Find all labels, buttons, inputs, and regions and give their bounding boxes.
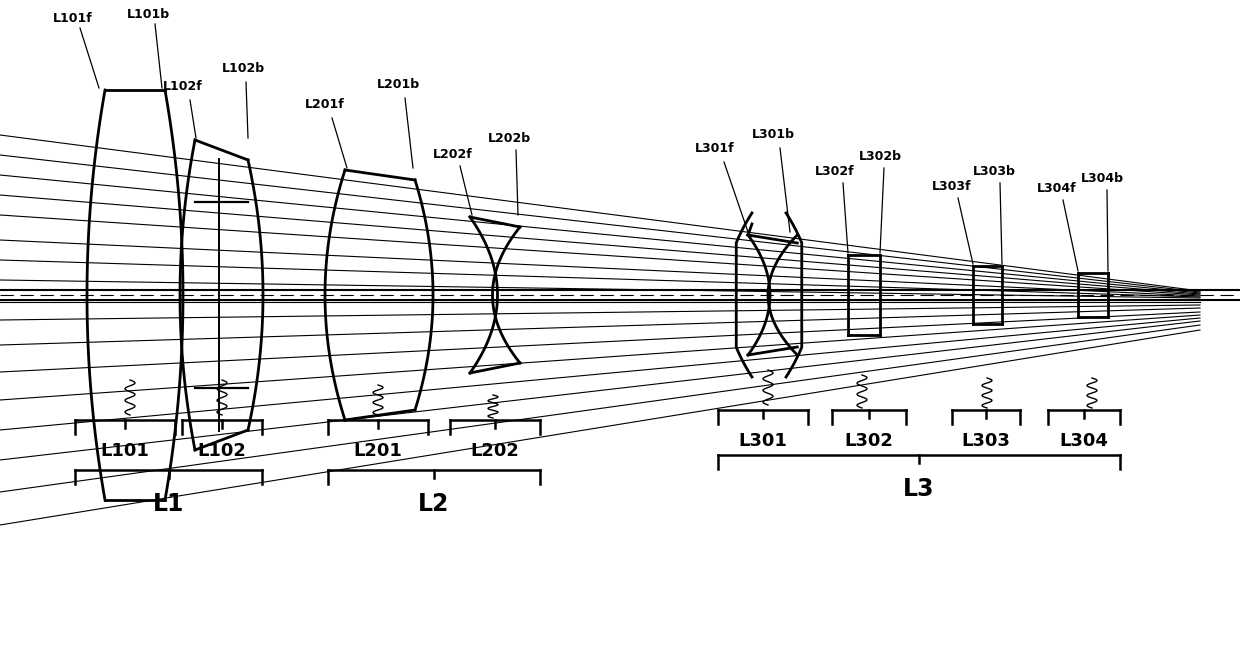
Text: L301b: L301b — [751, 128, 795, 141]
Text: L304: L304 — [1059, 432, 1109, 450]
Text: L302: L302 — [844, 432, 894, 450]
Text: L101b: L101b — [126, 8, 170, 21]
Text: L302b: L302b — [858, 150, 901, 163]
Text: L202f: L202f — [433, 148, 472, 161]
Text: L303f: L303f — [932, 180, 972, 193]
Text: L101f: L101f — [53, 12, 93, 25]
Text: L304f: L304f — [1037, 182, 1076, 195]
Text: L102b: L102b — [222, 62, 264, 75]
Text: L3: L3 — [903, 477, 935, 501]
Text: L201f: L201f — [305, 98, 345, 111]
Text: L301: L301 — [739, 432, 787, 450]
Text: L201b: L201b — [377, 78, 419, 91]
Text: L1: L1 — [153, 492, 185, 516]
Text: L2: L2 — [418, 492, 450, 516]
Text: L201: L201 — [353, 442, 403, 460]
Text: L304b: L304b — [1080, 172, 1123, 185]
Text: L202: L202 — [470, 442, 520, 460]
Text: L101: L101 — [100, 442, 150, 460]
Text: L301f: L301f — [696, 142, 735, 155]
Text: L303: L303 — [961, 432, 1011, 450]
Text: L102: L102 — [197, 442, 247, 460]
Text: L202b: L202b — [487, 132, 531, 145]
Text: L303b: L303b — [972, 165, 1016, 178]
Text: L302f: L302f — [815, 165, 854, 178]
Text: L102f: L102f — [164, 80, 203, 93]
